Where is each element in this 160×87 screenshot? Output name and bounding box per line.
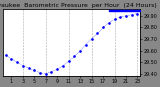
Title: Milwaukee  Barometric Pressure  per Hour  (24 Hours): Milwaukee Barometric Pressure per Hour (… <box>0 3 156 8</box>
